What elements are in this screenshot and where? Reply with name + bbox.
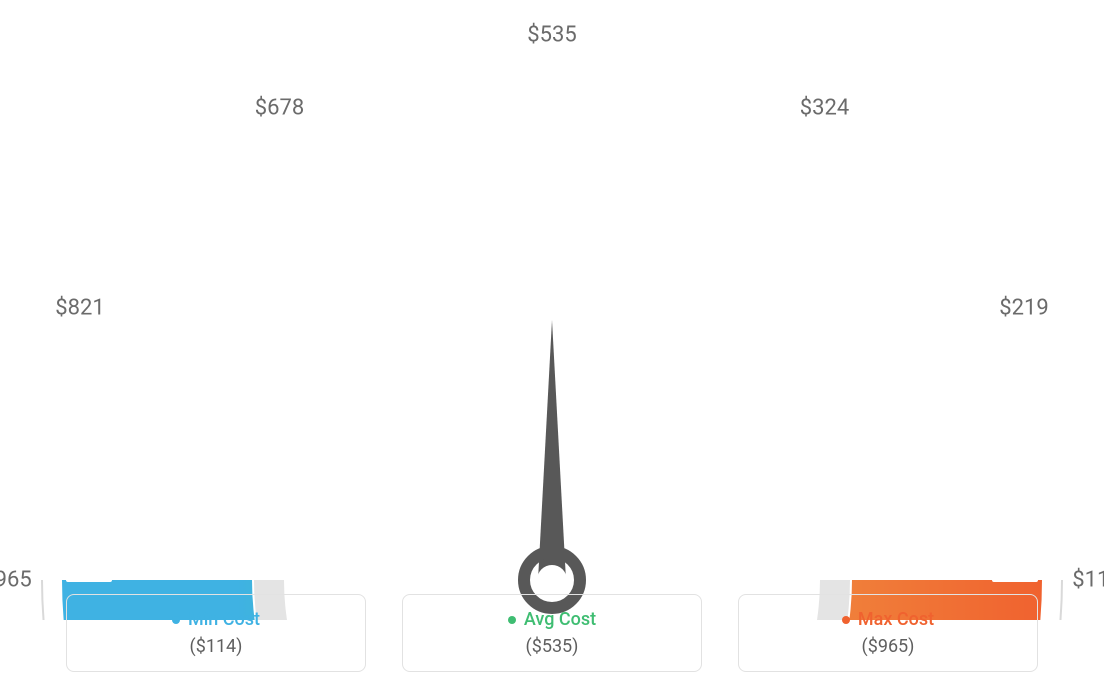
gauge-tick-label: $535 xyxy=(527,23,576,48)
legend-title-avg: Avg Cost xyxy=(508,609,596,630)
gauge-tick-label: $678 xyxy=(255,96,304,121)
legend-value-min: ($114) xyxy=(190,636,243,657)
legend-dot-max xyxy=(842,616,850,624)
legend-label-min: Min Cost xyxy=(188,609,260,630)
legend-card-max: Max Cost ($965) xyxy=(738,594,1038,672)
legend-row: Min Cost ($114) Avg Cost ($535) Max Cost… xyxy=(0,594,1104,672)
gauge-chart: $114 $219 $324 $535 $678 $821 $965 xyxy=(0,0,1104,590)
legend-card-min: Min Cost ($114) xyxy=(66,594,366,672)
gauge-svg xyxy=(0,20,1104,620)
gauge-tick-label: $965 xyxy=(0,568,32,593)
legend-title-min: Min Cost xyxy=(172,609,260,630)
gauge-tick-label: $324 xyxy=(800,96,849,121)
gauge-tick-label: $219 xyxy=(999,295,1048,320)
legend-dot-avg xyxy=(508,616,516,624)
legend-dot-min xyxy=(172,616,180,624)
legend-card-avg: Avg Cost ($535) xyxy=(402,594,702,672)
legend-value-max: ($965) xyxy=(862,636,915,657)
gauge-tick-label: $114 xyxy=(1072,568,1104,593)
legend-label-avg: Avg Cost xyxy=(524,609,596,630)
legend-value-avg: ($535) xyxy=(526,636,579,657)
legend-label-max: Max Cost xyxy=(858,609,934,630)
gauge-tick-label: $821 xyxy=(55,295,104,320)
legend-title-max: Max Cost xyxy=(842,609,934,630)
